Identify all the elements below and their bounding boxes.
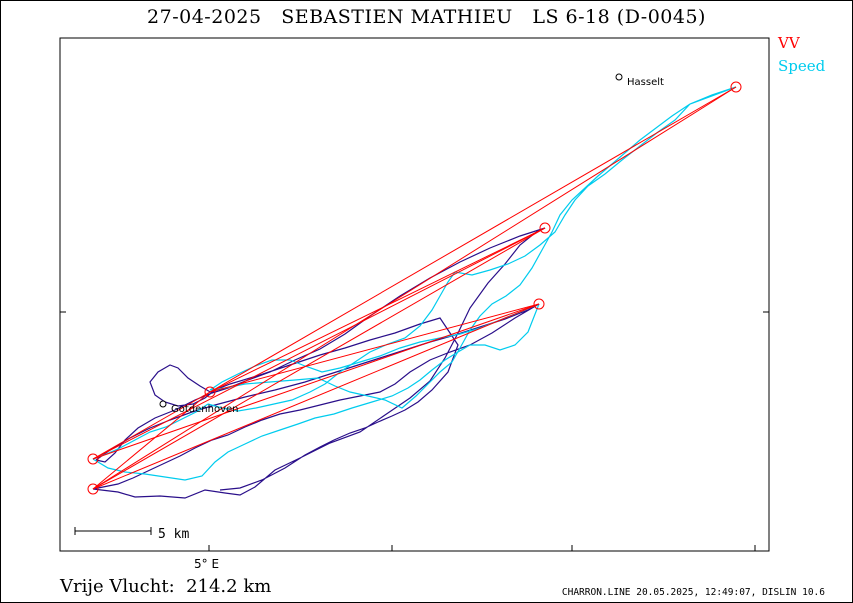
scale-bar-label: 5 km (158, 527, 189, 542)
credit-text: CHARRON.LINE 20.05.2025, 12:49:07, DISLI… (561, 587, 825, 598)
turnpoint-4 (87, 453, 99, 465)
turnpoint-1 (730, 81, 742, 93)
place-label-hasselt: Hasselt (627, 77, 664, 88)
turnpoint-3 (533, 298, 545, 310)
turnpoints (87, 81, 742, 495)
turnpoint-6 (204, 386, 216, 398)
speed-track (92, 86, 737, 481)
vv-legs (92, 86, 737, 490)
x-axis-label: 5° E (194, 557, 220, 571)
map-border (59, 37, 770, 552)
place-marker-hasselt (615, 73, 623, 81)
page-title: 27-04-2025 SEBASTIEN MATHIEU LS 6-18 (D-… (147, 6, 706, 28)
turnpoint-5 (87, 483, 99, 495)
turnpoint-2 (539, 222, 551, 234)
legend-vv: VV (778, 34, 800, 52)
place-marker-gotdenhoven (159, 400, 167, 408)
place-label-gotdenhoven: Gotdenhoven (171, 404, 239, 415)
legend-speed: Speed (778, 57, 826, 75)
distance-text: Vrije Vlucht: 214.2 km (60, 576, 272, 597)
flight-track (92, 227, 546, 499)
